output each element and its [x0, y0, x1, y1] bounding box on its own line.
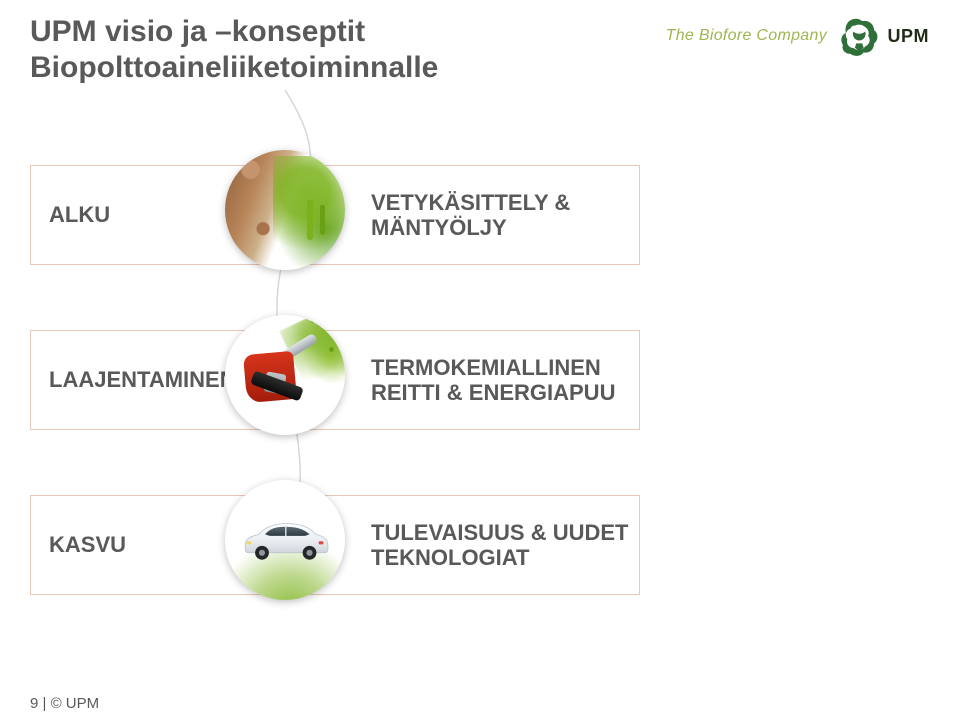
- copyright: © UPM: [51, 695, 100, 712]
- slide: UPM visio ja –konseptit Biopolttoainelii…: [0, 0, 959, 726]
- brand-block: The Biofore Company UPM: [666, 6, 929, 66]
- slide-footer: 9 | © UPM: [30, 695, 99, 712]
- title-line-2: Biopolttoaineliiketoiminnalle: [30, 51, 438, 84]
- title-line-1: UPM visio ja –konseptit: [30, 15, 365, 48]
- griffin-icon: [837, 13, 882, 59]
- fuel-nozzle-icon: [225, 315, 345, 435]
- brand-wordmark: UPM: [888, 26, 930, 47]
- brand-logo: UPM: [837, 6, 929, 66]
- car-icon: [233, 516, 337, 562]
- slide-title: UPM visio ja –konseptit Biopolttoainelii…: [30, 14, 438, 86]
- crude-to-biofuel-icon: [225, 150, 345, 270]
- footer-sep: |: [38, 695, 50, 712]
- car-green-haze-icon: [225, 480, 345, 600]
- brand-tagline: The Biofore Company: [666, 27, 827, 45]
